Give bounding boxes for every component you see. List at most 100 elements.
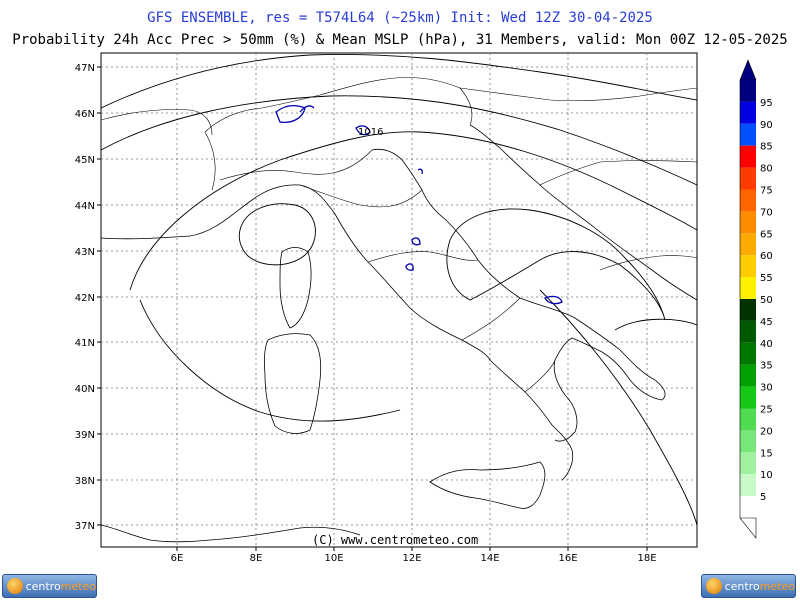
colorbar-swatch [740, 167, 756, 190]
logo-text-b: meteo [759, 579, 795, 593]
copyright-text: (C) www.centrometeo.com [312, 533, 478, 547]
lat-label: 43N [75, 247, 95, 258]
sicily [429, 461, 546, 509]
colorbar-label: 95 [760, 98, 773, 109]
lat-label: 42N [75, 293, 95, 304]
colorbar-swatch [740, 211, 756, 234]
isobar-c [139, 299, 401, 422]
logo-right: centro meteo [701, 574, 796, 598]
colorbar-labels: 95 90 85 80 75 70 65 60 55 50 45 40 35 30 25 20 15 10 5 [760, 98, 773, 503]
logo-text-a: centro [724, 579, 760, 593]
colorbar-swatch [740, 80, 756, 102]
lon-label: 8E [250, 553, 263, 564]
lat-label: 47N [75, 63, 95, 74]
colorbar-label: 70 [760, 207, 773, 218]
lat-label: 38N [75, 476, 95, 487]
longitude-labels: 6E 8E 10E 12E 14E 16E 18E [171, 547, 657, 564]
precip-emilia [417, 168, 423, 175]
region-line-1 [219, 149, 373, 181]
coast-tyrrhenian [101, 184, 574, 481]
colorbar-swatch [740, 408, 756, 431]
isobar-e [614, 318, 697, 331]
latitude-labels: 47N 46N 45N 44N 43N 42N 41N 40N 39N 38N 37N [75, 63, 101, 532]
colorbar-top-arrow [739, 59, 757, 81]
lat-label: 45N [75, 155, 95, 166]
lat-label: 37N [75, 521, 95, 532]
coast-croatia [469, 124, 697, 301]
lat-label: 41N [75, 338, 95, 349]
colorbar-label: 75 [760, 186, 773, 197]
colorbar-swatch [740, 496, 756, 518]
colorbar-label: 30 [760, 383, 773, 394]
colorbar-label: 50 [760, 295, 773, 306]
colorbar-swatch [740, 364, 756, 387]
precip-tuscany [411, 237, 421, 246]
colorbar-swatch [740, 255, 756, 278]
lon-label: 18E [637, 553, 656, 564]
colorbar-label: 60 [760, 251, 773, 262]
isobar-d [446, 208, 666, 321]
colorbar-label: 10 [760, 470, 773, 481]
colorbar-label: 40 [760, 339, 773, 350]
colorbar-bottom-arrow [739, 517, 757, 539]
lat-label: 44N [75, 201, 95, 212]
colorbar-swatch [740, 189, 756, 212]
lon-label: 16E [558, 553, 577, 564]
lon-label: 10E [324, 553, 343, 564]
colorbar-swatch [740, 474, 756, 497]
graticule [101, 53, 697, 547]
colorbar-swatch [740, 277, 756, 299]
region-line-4 [461, 297, 521, 341]
isobar-b [101, 95, 697, 186]
alpine-border [204, 77, 473, 191]
isobars [101, 54, 697, 526]
logo-text-a: centro [25, 579, 61, 593]
corsica [279, 247, 312, 329]
map-frame [100, 52, 698, 548]
colorbar [739, 59, 757, 539]
isobar-f [539, 289, 697, 526]
colorbar-label: 90 [760, 120, 773, 131]
precip-alps-west-2 [299, 105, 315, 113]
logo-left: centro meteo [2, 574, 97, 598]
colorbar-swatch [740, 101, 756, 124]
logo-text-b: meteo [60, 579, 96, 593]
colorbar-swatch [740, 452, 756, 475]
colorbar-label: 45 [760, 317, 773, 328]
coastlines [101, 124, 697, 543]
croatia-border [539, 160, 697, 186]
colorbar-label: 15 [760, 448, 773, 459]
colorbar-swatch [740, 145, 756, 168]
austria-border [459, 87, 697, 102]
precip-apulia [544, 295, 563, 305]
colorbar-swatch [740, 299, 756, 321]
colorbar-label: 65 [760, 229, 773, 240]
precip-lombardy [355, 125, 371, 136]
colorbar-label: 5 [760, 492, 766, 503]
colorbar-swatch [740, 430, 756, 453]
colorbar-swatch [740, 320, 756, 343]
lat-label: 40N [75, 384, 95, 395]
isobar-label: 1016 [358, 127, 383, 138]
lat-label: 39N [75, 430, 95, 441]
colorbar-swatch [740, 233, 756, 256]
colorbar-label: 20 [760, 426, 773, 437]
region-line-2 [299, 184, 423, 208]
coast-africa [101, 524, 361, 543]
region-line-3 [367, 251, 479, 263]
globe-icon [7, 578, 23, 594]
colorbar-label: 35 [760, 361, 773, 372]
chart-title: GFS ENSEMBLE, res = T574L64 (~25km) Init… [147, 10, 653, 26]
coast-adriatic [371, 148, 666, 442]
lon-label: 14E [480, 553, 499, 564]
colorbar-label: 25 [760, 405, 773, 416]
isobar-1016 [129, 131, 697, 291]
colorbar-label: 85 [760, 142, 773, 153]
lat-label: 46N [75, 109, 95, 120]
lon-label: 6E [171, 553, 184, 564]
precip-patches [275, 105, 563, 305]
colorbar-label: 80 [760, 164, 773, 175]
colorbar-swatch [740, 386, 756, 409]
swiss-border [101, 109, 213, 136]
